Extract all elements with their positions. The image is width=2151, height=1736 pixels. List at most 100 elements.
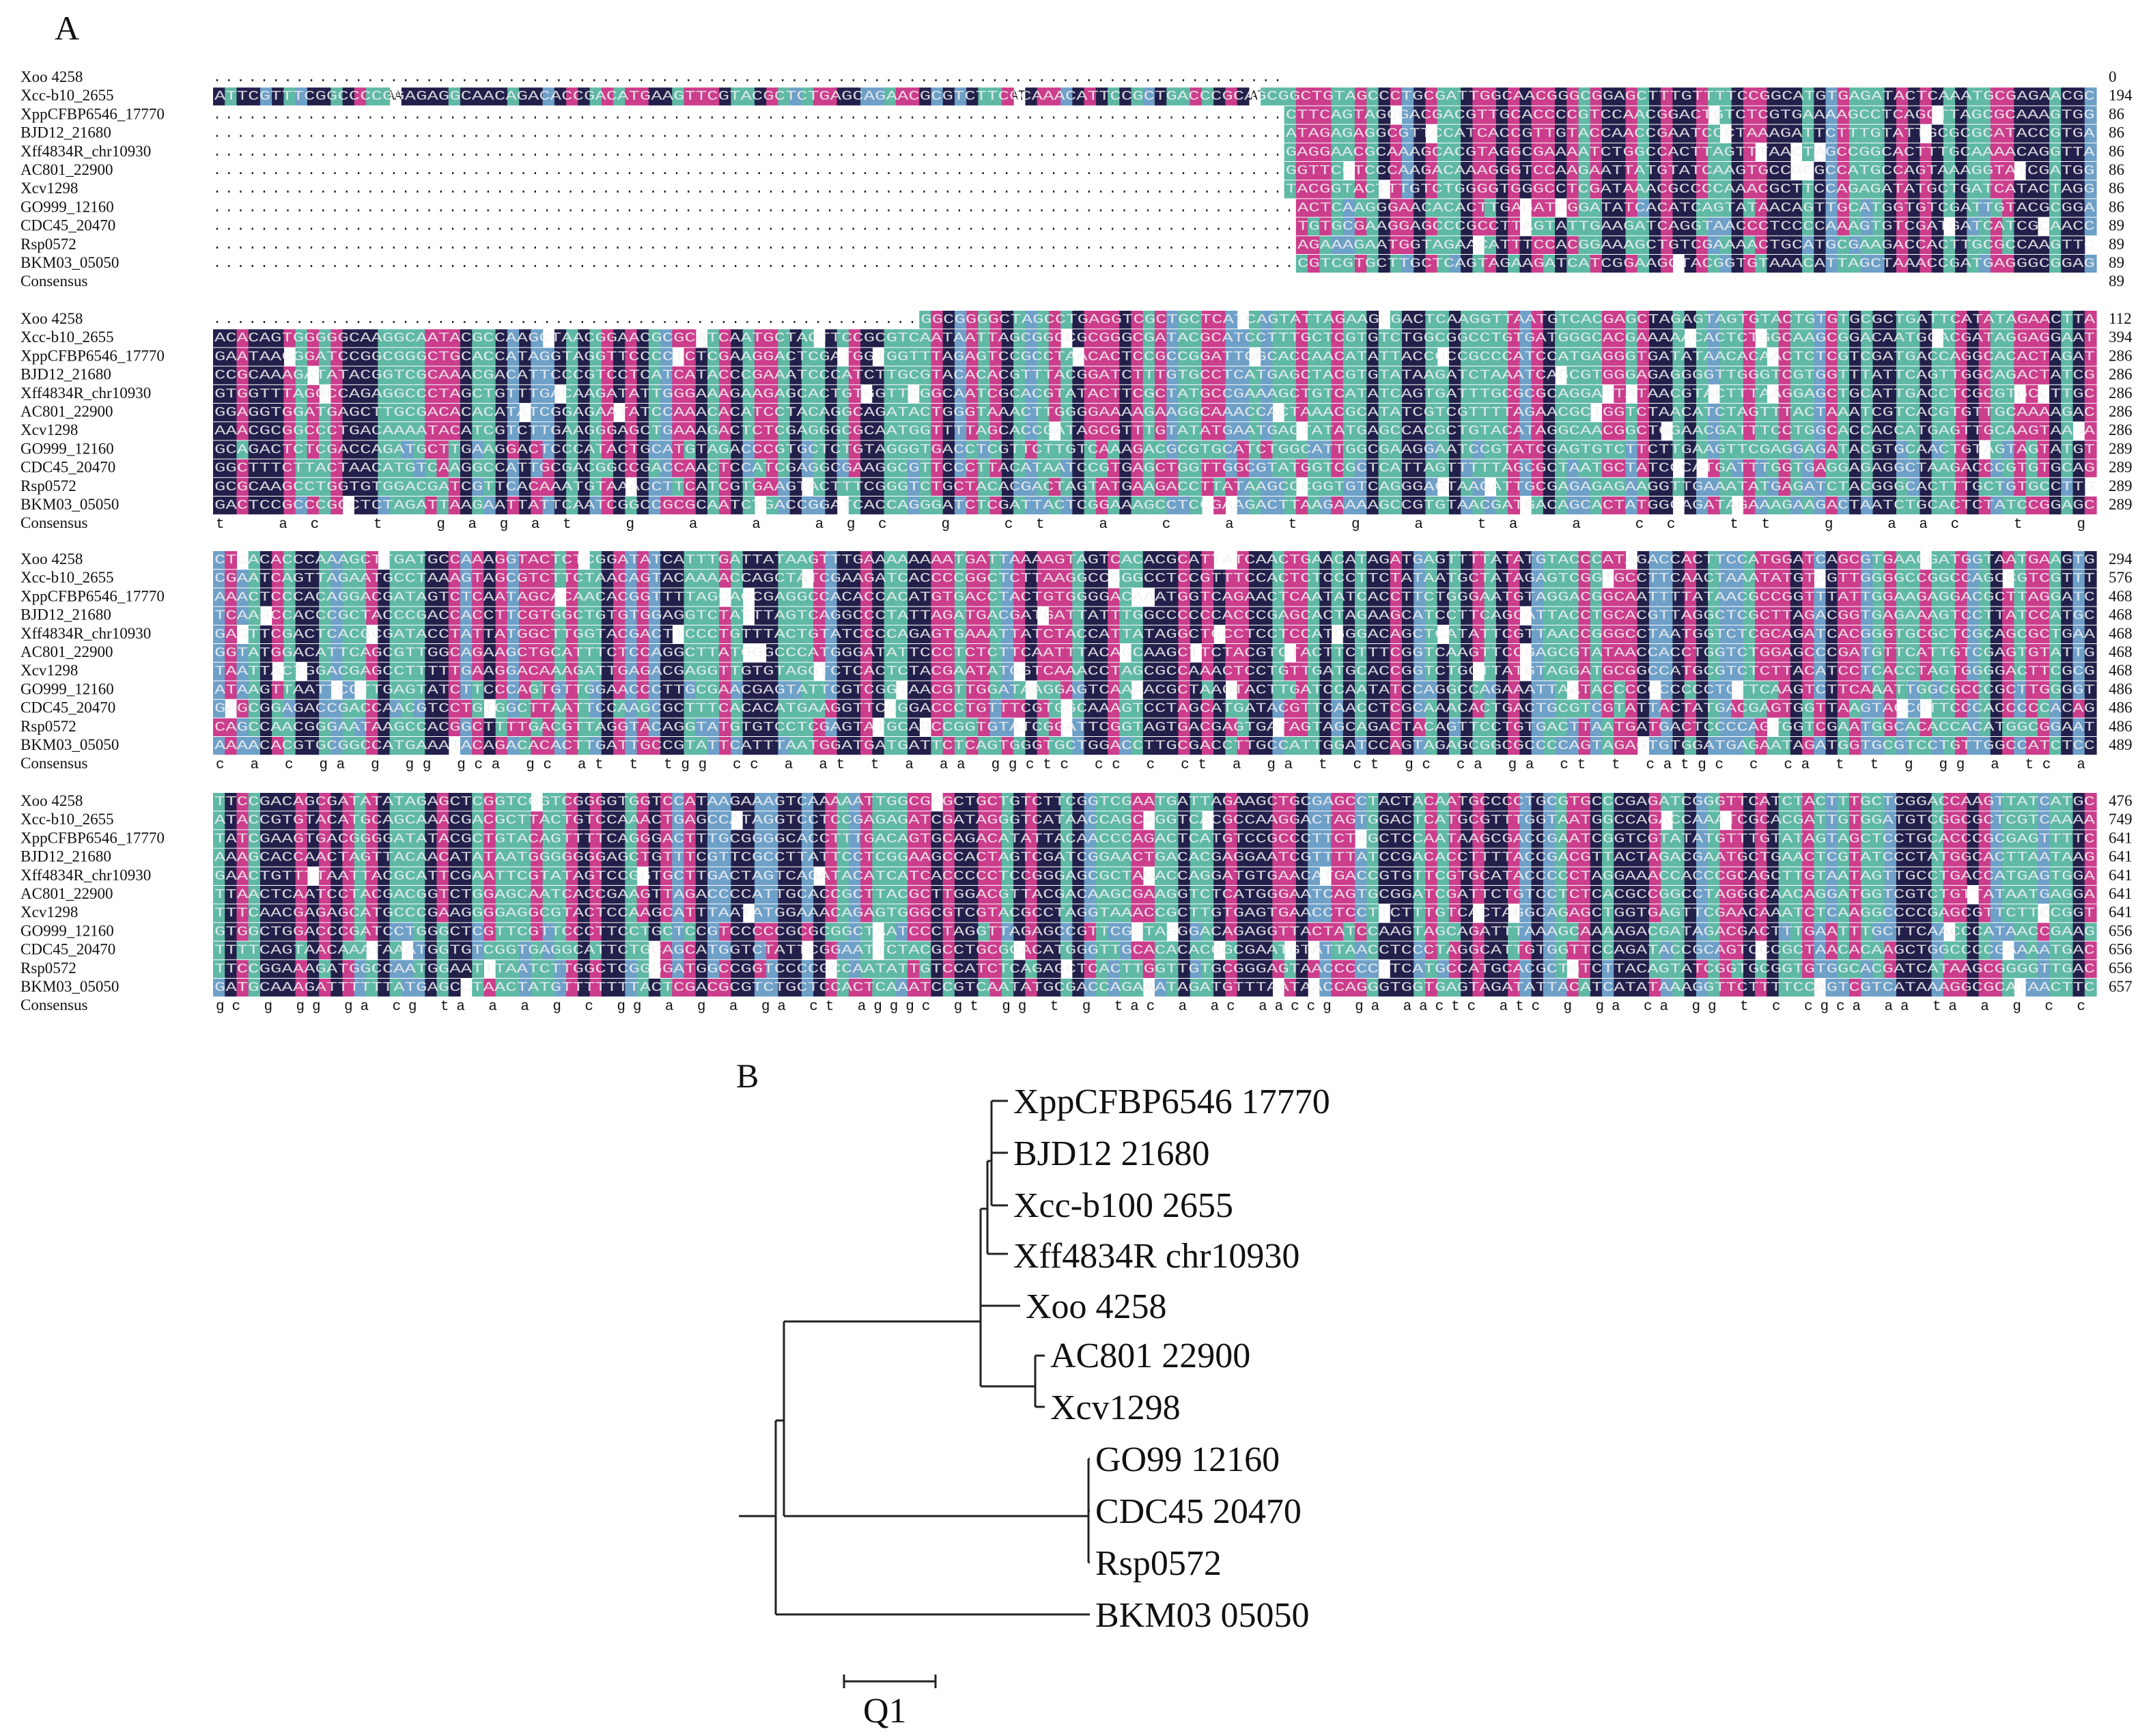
residue-cell — [1661, 199, 1674, 217]
residue-cell — [625, 87, 638, 106]
residue-cell — [1166, 87, 1179, 106]
residue-cell — [1955, 217, 1967, 236]
residue-cell — [507, 87, 520, 106]
residue-cell — [2002, 87, 2014, 106]
residue-cell — [1390, 180, 1403, 199]
residue-cell — [1743, 180, 1756, 199]
sequence-residues: GAGTTCGACTCACGCGATACCTATTATGGCTTGGTACGAC… — [214, 627, 2096, 642]
residue-cell — [1060, 311, 1073, 329]
residue-cell — [836, 87, 849, 106]
residue-cell — [1955, 143, 1967, 161]
residue-cell — [1943, 162, 1956, 180]
residue-cell — [2049, 143, 2062, 161]
residue-cell — [989, 311, 1002, 329]
residue-cell — [1931, 162, 1944, 180]
residue-cell — [1661, 236, 1674, 254]
residue-cell — [1543, 87, 1556, 106]
alignment-block: Xoo 4258Xcc-b10_2655XppCFBP6546_17770BJD… — [20, 310, 2133, 533]
sequence-name: Xoo 4258 — [20, 792, 83, 809]
residue-cell — [1837, 236, 1850, 254]
residue-cell — [1578, 106, 1591, 124]
sequence-residues: AAAACACGTGCGGCCATGAAATACAGACACACTTGATTGC… — [214, 738, 2095, 753]
sequence-end-position: 86 — [2109, 180, 2124, 197]
residue-cell — [1908, 162, 1921, 180]
sequence-name: BJD12_21680 — [20, 606, 111, 624]
sequence-name: GO999_12160 — [20, 440, 114, 457]
consensus-label: Consensus — [20, 272, 87, 290]
sequence-name: AC801_22900 — [20, 403, 113, 420]
residue-cell — [1425, 217, 1438, 236]
residue-cell — [2049, 236, 2062, 254]
residue-cell — [2072, 236, 2085, 254]
sequence-name: BKM03_05050 — [20, 496, 119, 513]
residue-cell — [1437, 199, 1450, 217]
residue-cell — [1472, 124, 1485, 143]
residue-cell — [1990, 124, 2003, 143]
sequence-name: Rsp0572 — [20, 236, 76, 253]
sequence-end-position: 641 — [2109, 904, 2133, 921]
residue-cell — [1672, 180, 1685, 199]
residue-cell — [1872, 87, 1885, 106]
residue-cell — [1308, 106, 1320, 124]
residue-cell — [2072, 124, 2085, 143]
sequence-name: GO999_12160 — [20, 198, 114, 215]
residue-cell — [1319, 255, 1332, 273]
residue-cell — [1342, 124, 1355, 143]
residue-cell — [1825, 143, 1838, 161]
sequence-name: CDC45_20470 — [20, 459, 115, 476]
sequence-residues: TAATTACTGGACGAGCCTTTTTGAAGGACAAAGATTGAGA… — [214, 664, 2095, 679]
residue-cell — [2049, 87, 2062, 106]
residue-cell — [1201, 311, 1214, 329]
residue-cell — [2072, 199, 2085, 217]
residue-cell — [895, 87, 908, 106]
residue-cell — [1896, 255, 1909, 273]
residue-cell — [213, 87, 225, 106]
residue-cell — [1802, 124, 1814, 143]
residue-cell — [1308, 124, 1320, 143]
residue-cell — [1437, 217, 1450, 236]
residue-cell — [1448, 236, 1461, 254]
residue-cell — [1967, 255, 1980, 273]
residue-cell — [1495, 106, 1508, 124]
residue-cell — [695, 87, 708, 106]
residue-cell — [1342, 106, 1355, 124]
residue-cell — [1802, 87, 1814, 106]
residue-cell — [1448, 199, 1461, 217]
sequence-end-position: 749 — [2109, 811, 2133, 828]
residue-cell — [1825, 87, 1838, 106]
residue-cell — [1814, 255, 1827, 273]
residue-cell — [1920, 87, 1932, 106]
residue-cell — [1355, 255, 1367, 273]
residue-cell — [1590, 180, 1603, 199]
residue-cell — [2014, 217, 2027, 236]
sequence-residues: GGCGGGGCTAGCCTGAGGTCGCTGCTCATCAGTATTAGAA… — [920, 312, 2096, 327]
sequence-name: Rsp0572 — [20, 718, 76, 735]
residue-cell — [1425, 180, 1438, 199]
residue-cell — [1555, 180, 1567, 199]
residue-cell — [1508, 162, 1520, 180]
residue-cell — [1719, 236, 1732, 254]
gap-dots: ........................................… — [213, 238, 1293, 253]
residue-cell — [1001, 87, 1014, 106]
residue-cell — [1414, 255, 1426, 273]
residue-cell — [1414, 143, 1426, 161]
residue-cell — [1555, 143, 1567, 161]
residue-cell — [1837, 87, 1850, 106]
residue-cell — [1331, 106, 1344, 124]
residue-cell — [1355, 180, 1367, 199]
residue-cell — [1614, 255, 1627, 273]
residue-cell — [1967, 106, 1980, 124]
residue-cell — [1342, 199, 1355, 217]
residue-cell — [1872, 180, 1885, 199]
residue-cell — [908, 87, 920, 106]
residue-cell — [1331, 217, 1344, 236]
residue-cell — [1672, 199, 1685, 217]
residue-cell — [2014, 124, 2027, 143]
sequence-name: Xcv1298 — [20, 662, 78, 679]
residue-cell — [1037, 87, 1050, 106]
residue-cell — [1837, 180, 1850, 199]
residue-cell — [1472, 180, 1485, 199]
residue-cell — [1390, 255, 1403, 273]
residue-cell — [1590, 236, 1603, 254]
sequence-end-position: 641 — [2109, 885, 2133, 902]
